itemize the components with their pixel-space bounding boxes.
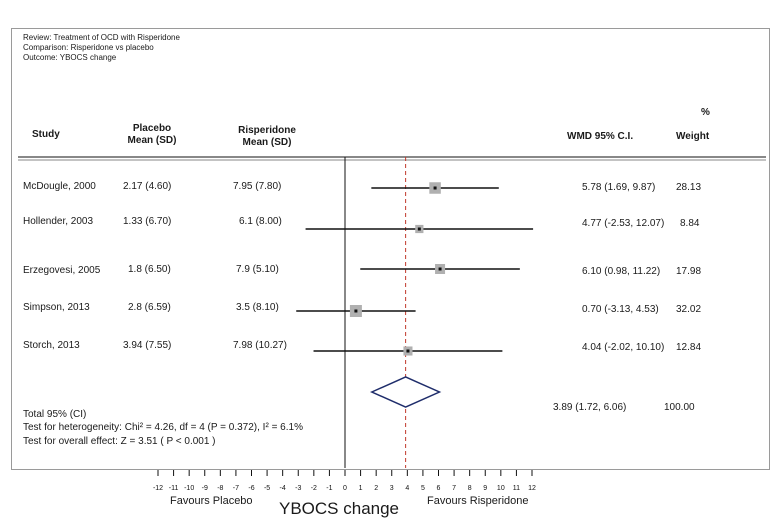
total-label: Total 95% (CI) [23, 409, 87, 420]
row-wmd: 4.77 (-2.53, 12.07) [582, 218, 665, 229]
row-risperidone: 7.98 (10.27) [233, 340, 287, 351]
x-tick-label: 12 [528, 485, 536, 492]
x-tick-label: 9 [483, 485, 487, 492]
row-risperidone: 6.1 (8.00) [239, 216, 282, 227]
x-tick-label: -3 [295, 485, 301, 492]
x-tick-label: 7 [452, 485, 456, 492]
row-placebo: 2.8 (6.59) [128, 302, 171, 313]
total-weight: 100.00 [664, 402, 695, 413]
comparison-text: Comparison: Risperidone vs placebo [23, 43, 154, 52]
header-placebo-line2: Mean (SD) [127, 135, 177, 146]
row-placebo: 3.94 (7.55) [123, 340, 172, 351]
row-study: Simpson, 2013 [23, 302, 90, 313]
x-tick-label: -1 [326, 485, 332, 492]
x-tick-label: 1 [359, 485, 363, 492]
row-wmd: 5.78 (1.69, 9.87) [582, 182, 656, 193]
x-tick-label: -11 [169, 485, 179, 492]
effect-point [433, 186, 437, 190]
outcome-text: Outcome: YBOCS change [23, 53, 117, 62]
row-wmd: 4.04 (-2.02, 10.10) [582, 342, 665, 353]
header-risp-line1: Risperidone [238, 125, 296, 136]
x-tick-label: -7 [233, 485, 239, 492]
x-tick-label: 11 [513, 485, 520, 492]
x-tick-label: -4 [280, 485, 286, 492]
x-tick-label: 10 [497, 485, 505, 492]
x-tick-label: 3 [390, 485, 394, 492]
row-placebo: 1.33 (6.70) [123, 216, 172, 227]
row-risperidone: 3.5 (8.10) [236, 302, 279, 313]
row-weight: 12.84 [676, 342, 702, 353]
x-tick-label: 2 [374, 485, 378, 492]
effect-point [354, 309, 358, 313]
review-text: Review: Treatment of OCD with Risperidon… [23, 33, 180, 42]
total-wmd: 3.89 (1.72, 6.06) [553, 402, 627, 413]
row-study: Erzegovesi, 2005 [23, 265, 101, 276]
row-placebo: 2.17 (4.60) [123, 181, 172, 192]
heterogeneity-test: Test for heterogeneity: Chi² = 4.26, df … [23, 422, 303, 433]
x-tick-label: 5 [421, 485, 425, 492]
x-tick-label: -10 [184, 485, 194, 492]
header-percent: % [701, 107, 710, 118]
x-tick-label: -8 [217, 485, 223, 492]
header-risperidone: Risperidone Mean (SD) [222, 125, 312, 149]
x-tick-label: -9 [202, 485, 208, 492]
x-tick-label: -2 [311, 485, 317, 492]
row-wmd: 6.10 (0.98, 11.22) [582, 266, 661, 277]
row-weight: 32.02 [676, 304, 702, 315]
row-wmd: 0.70 (-3.13, 4.53) [582, 304, 659, 315]
x-tick-label: 4 [405, 485, 409, 492]
pooled-diamond [369, 376, 442, 408]
header-risp-line2: Mean (SD) [242, 137, 292, 148]
x-tick-label: -6 [248, 485, 254, 492]
effect-point [438, 267, 442, 271]
header-study: Study [32, 129, 60, 140]
header-weight: Weight [676, 131, 710, 142]
row-weight: 28.13 [676, 182, 702, 193]
header-placebo: Placebo Mean (SD) [112, 123, 192, 147]
row-weight: 8.84 [680, 218, 700, 229]
x-tick-label: -5 [264, 485, 270, 492]
row-weight: 17.98 [676, 266, 702, 277]
x-tick-label: 0 [343, 485, 347, 492]
row-study: Storch, 2013 [23, 340, 80, 351]
effect-point [406, 349, 410, 353]
row-study: Hollender, 2003 [23, 216, 94, 227]
row-study: McDougle, 2000 [23, 181, 96, 192]
overall-effect-test: Test for overall effect: Z = 3.51 ( P < … [23, 436, 216, 447]
x-tick-label: 8 [468, 485, 472, 492]
favours-risperidone-label: Favours Risperidone [427, 495, 529, 507]
x-axis-title: YBOCS change [279, 499, 400, 518]
header-wmd: WMD 95% C.I. [567, 131, 634, 142]
x-tick-label: -12 [153, 485, 163, 492]
row-risperidone: 7.95 (7.80) [233, 181, 282, 192]
x-tick-label: 6 [437, 485, 441, 492]
row-risperidone: 7.9 (5.10) [236, 264, 279, 275]
header-placebo-line1: Placebo [132, 123, 172, 134]
effect-point [417, 227, 421, 231]
favours-placebo-label: Favours Placebo [170, 495, 253, 507]
row-placebo: 1.8 (6.50) [128, 264, 171, 275]
